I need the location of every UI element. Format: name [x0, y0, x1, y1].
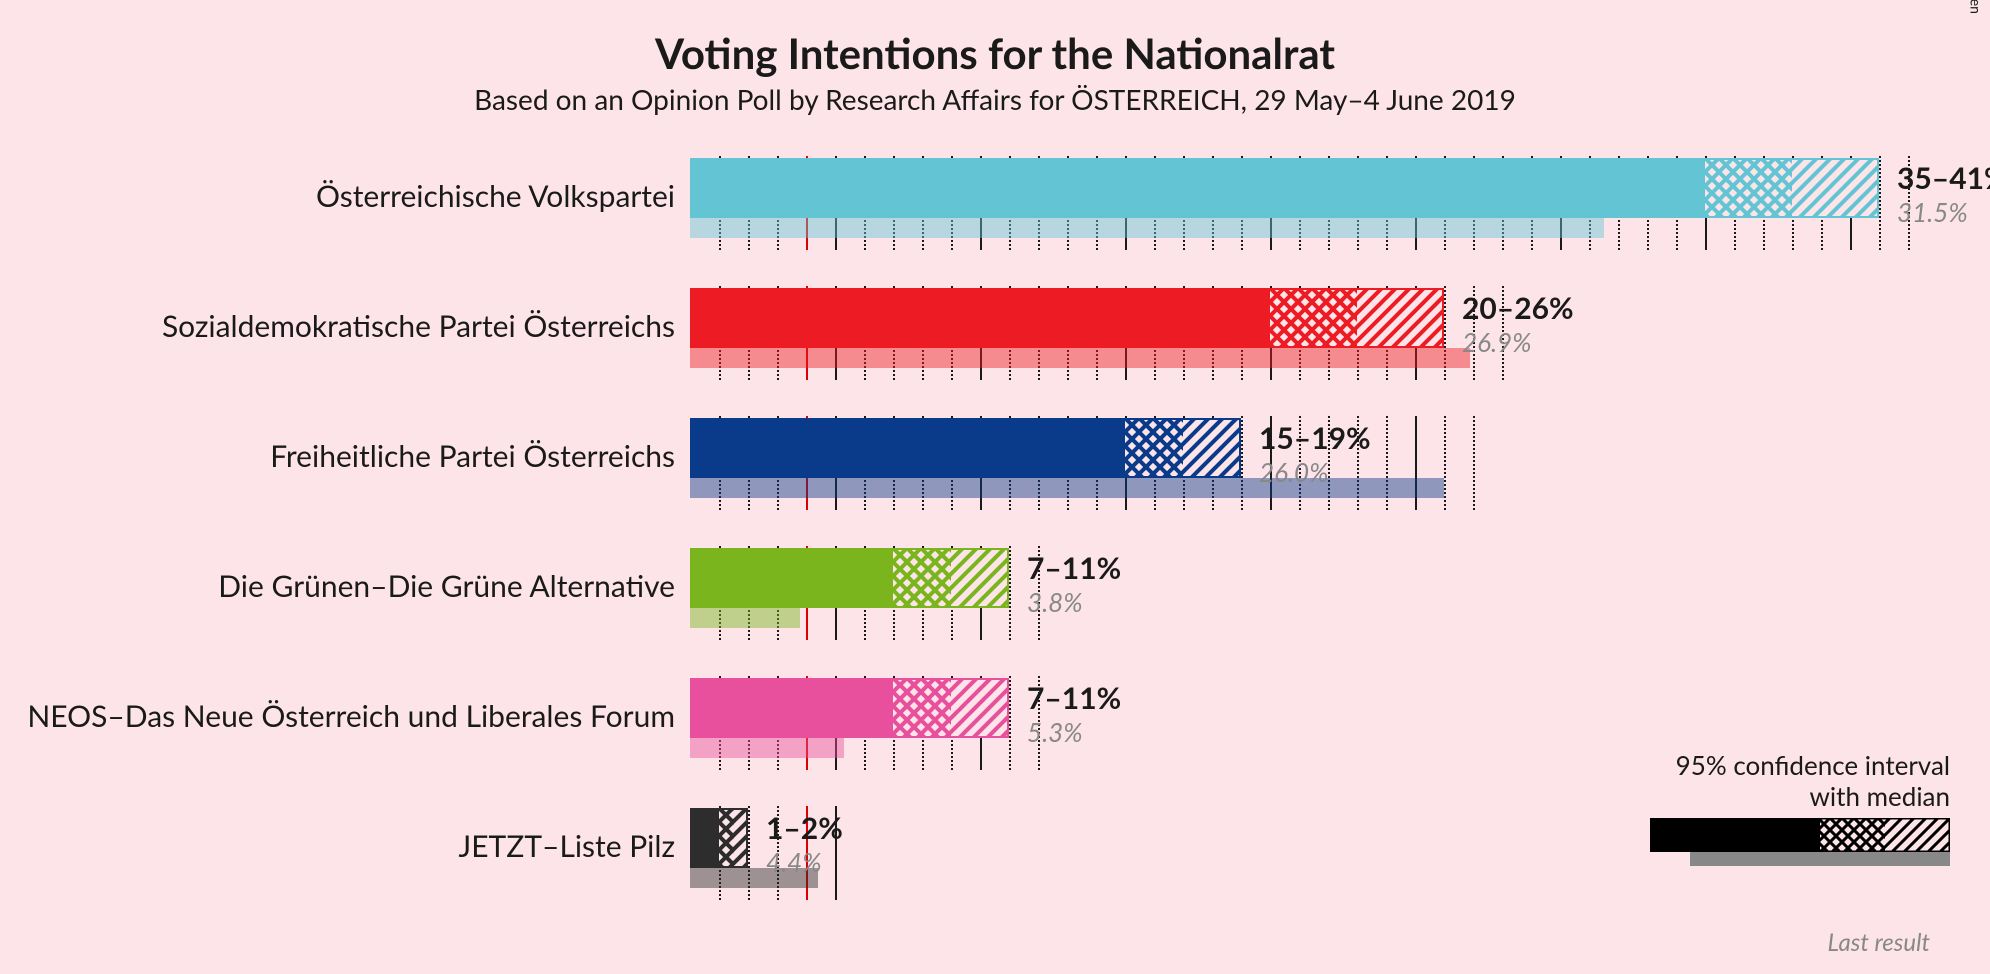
bar-outline	[690, 288, 1444, 348]
party-row: Freiheitliche Partei Österreichs 15–19%2…	[0, 410, 1990, 540]
party-name: Sozialdemokratische Partei Österreichs	[162, 308, 675, 344]
last-label: 26.0%	[1259, 456, 1328, 488]
legend: 95% confidence interval with median	[1630, 750, 1950, 957]
last-result-bar	[690, 478, 1444, 498]
last-result-bar	[690, 218, 1604, 238]
party-name: Freiheitliche Partei Österreichs	[270, 438, 675, 474]
party-name: Österreichische Volkspartei	[316, 178, 675, 214]
party-name: NEOS–Das Neue Österreich und Liberales F…	[27, 698, 675, 734]
last-label: 31.5%	[1897, 196, 1968, 228]
copyright-text: © 2019 Filip van Laenen	[1967, 0, 1984, 14]
chart-title: Voting Intentions for the Nationalrat	[0, 0, 1990, 78]
range-label: 7–11%	[1027, 680, 1121, 716]
last-label: 5.3%	[1027, 716, 1083, 748]
grid-line	[1009, 546, 1011, 640]
bar-outline	[690, 678, 1009, 738]
legend-bar	[1630, 818, 1950, 878]
legend-main-bar	[1650, 818, 1950, 852]
range-label: 15–19%	[1259, 420, 1371, 456]
party-name: Die Grünen–Die Grüne Alternative	[218, 568, 675, 604]
chart-subtitle: Based on an Opinion Poll by Research Aff…	[0, 78, 1990, 116]
legend-last-bar	[1690, 852, 1950, 866]
bar-outline	[690, 808, 748, 868]
last-label: 26.9%	[1462, 326, 1531, 358]
legend-line2: with median	[1630, 781, 1950, 812]
last-label: 4.4%	[766, 846, 822, 878]
party-row: Die Grünen–Die Grüne Alternative 7–11%3.…	[0, 540, 1990, 670]
last-result-bar	[690, 738, 844, 758]
grid-line	[1009, 676, 1011, 770]
party-name: JETZT–Liste Pilz	[459, 828, 675, 864]
last-result-bar	[690, 608, 800, 628]
bar-outline	[690, 158, 1879, 218]
legend-last-text: Last result	[1630, 928, 1950, 957]
legend-line1: 95% confidence interval	[1630, 750, 1950, 781]
bar-outline	[690, 548, 1009, 608]
party-row: Sozialdemokratische Partei Österreichs 2…	[0, 280, 1990, 410]
last-label: 3.8%	[1027, 586, 1083, 618]
party-row: Österreichische Volkspartei 35–41%31.5%	[0, 150, 1990, 280]
range-label: 1–2%	[766, 810, 843, 846]
range-label: 20–26%	[1462, 290, 1574, 326]
grid-line	[1879, 156, 1881, 250]
grid-line	[1444, 416, 1446, 510]
grid-line	[1473, 416, 1475, 510]
range-label: 7–11%	[1027, 550, 1121, 586]
bar-outline	[690, 418, 1241, 478]
last-result-bar	[690, 348, 1470, 368]
range-label: 35–41%	[1897, 160, 1990, 196]
